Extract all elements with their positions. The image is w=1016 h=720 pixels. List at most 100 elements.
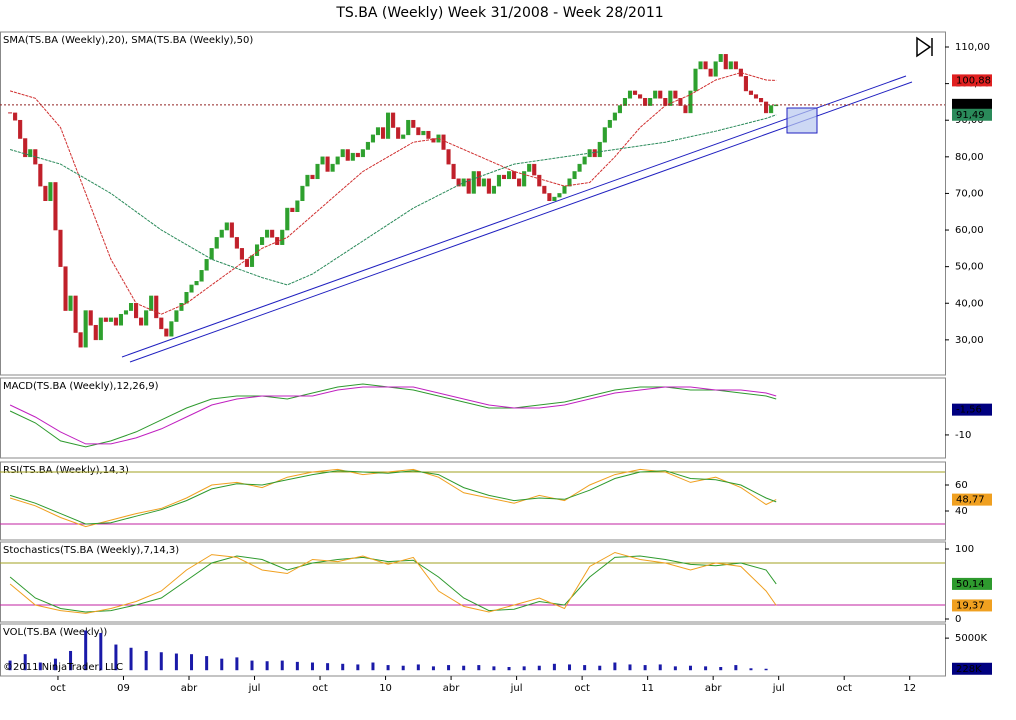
y-tick-label: 5000K (955, 633, 987, 644)
candle (643, 98, 648, 106)
volume-bar (522, 666, 526, 671)
candle (386, 112, 391, 139)
volume-bar (613, 662, 617, 671)
volume-bar (114, 644, 118, 671)
value-tag-label: 91,49 (956, 110, 985, 121)
candle (491, 185, 496, 194)
volume-bar (174, 653, 178, 671)
candle (310, 174, 315, 180)
candle (380, 127, 386, 139)
candle (607, 119, 612, 128)
y-tick-label: 30,00 (955, 335, 984, 346)
volume-bar (371, 662, 375, 671)
y-tick-label: 40 (955, 506, 968, 517)
candle (98, 317, 103, 341)
candle (517, 178, 522, 187)
y-tick-label: 60,00 (955, 225, 984, 236)
volume-bar (356, 664, 360, 671)
volume-bar (462, 665, 466, 671)
candle (658, 90, 663, 99)
volume-bar (507, 667, 511, 671)
candle (567, 178, 572, 187)
candle (617, 105, 622, 114)
candle (38, 163, 43, 187)
candle (315, 163, 320, 180)
panel-frame (0, 623, 946, 677)
candle (189, 284, 194, 293)
candle (154, 295, 159, 319)
volume-bar (658, 664, 662, 671)
volume-bar (764, 668, 768, 671)
value-tag-label: 50,14 (956, 579, 985, 590)
candle (18, 119, 23, 139)
candle (512, 171, 517, 180)
panel-label: VOL(TS.BA (Weekly)) (3, 627, 107, 638)
volume-bar (583, 665, 587, 671)
candle (360, 149, 365, 158)
candle (713, 61, 718, 77)
candle (249, 255, 255, 267)
candle (501, 174, 507, 180)
candle (68, 295, 73, 311)
candle (260, 237, 265, 245)
candle (285, 207, 290, 231)
x-tick-label: oct (312, 683, 328, 694)
candle (461, 178, 466, 187)
volume-bar (447, 665, 451, 671)
candle (118, 313, 124, 326)
volume-bar (386, 665, 390, 671)
y-tick-label: 70,00 (955, 188, 984, 199)
volume-bar (295, 661, 299, 671)
series-line (9, 470, 777, 525)
candle (83, 310, 88, 348)
candle (103, 317, 108, 322)
candle (113, 317, 118, 326)
candle (78, 332, 83, 348)
volume-bar (129, 647, 133, 671)
volume-bar (235, 657, 239, 671)
volume-bar (38, 662, 42, 671)
candle (769, 105, 774, 114)
candle (234, 237, 239, 249)
volume-bar (69, 650, 73, 671)
candle (159, 317, 164, 330)
candle (683, 105, 688, 114)
candle (718, 54, 723, 62)
value-tag-label: 48,77 (956, 495, 985, 506)
x-tick-label: 09 (117, 683, 130, 694)
candle (320, 156, 325, 165)
candle (13, 112, 18, 121)
candle (239, 248, 244, 260)
copyright: ©2011 NinjaTrader, LLC (3, 662, 123, 673)
candle (557, 193, 562, 198)
candle (688, 90, 693, 114)
volume-bar (673, 666, 677, 671)
candle (678, 98, 683, 106)
highlight-box (786, 107, 818, 134)
candle (144, 310, 149, 326)
y-tick-label: 110,00 (955, 42, 990, 53)
candle (108, 317, 113, 322)
candle (753, 94, 759, 99)
x-tick-label: jul (510, 683, 523, 694)
candle (764, 101, 769, 114)
candle (265, 229, 270, 238)
panel-frame (0, 31, 946, 376)
candle (305, 174, 310, 187)
candle (466, 178, 471, 194)
candle (693, 68, 698, 92)
candle (416, 127, 421, 136)
y-tick-label: 80,00 (955, 152, 984, 163)
candle (209, 248, 214, 260)
y-tick-label: 60 (955, 480, 968, 491)
play-icon[interactable] (916, 36, 933, 58)
value-tag (952, 577, 992, 590)
x-tick-label: jul (248, 683, 261, 694)
candle (532, 163, 537, 176)
candle (743, 76, 748, 92)
candle (184, 292, 189, 304)
candle (748, 90, 754, 95)
candle (703, 61, 708, 70)
volume-bar (8, 660, 12, 671)
candle (300, 185, 305, 202)
